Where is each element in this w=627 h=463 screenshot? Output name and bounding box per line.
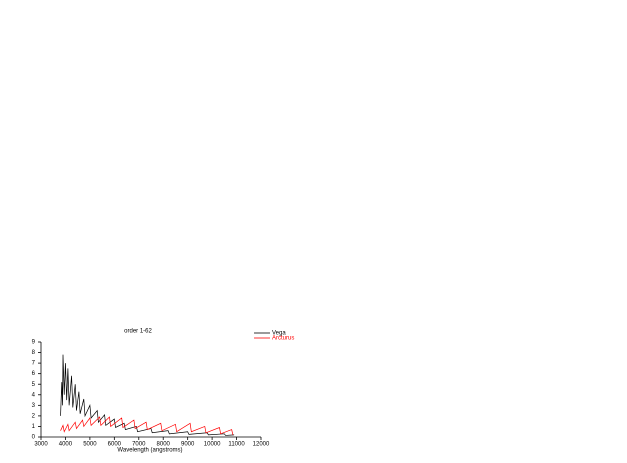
x-tick-label: 12000: [253, 442, 270, 448]
x-tick-label: 4000: [59, 442, 73, 448]
data-line: [60, 354, 235, 436]
y-tick-label: 4: [32, 392, 36, 398]
y-tick-label: 9: [32, 340, 36, 346]
x-tick-label: 5000: [83, 442, 97, 448]
y-tick-label: 6: [32, 371, 36, 377]
chart-title: order 1-62: [124, 329, 152, 335]
y-tick-label: 5: [32, 382, 36, 388]
legend-label: Arcturus: [272, 336, 294, 342]
legend-label: Vega: [272, 331, 286, 337]
x-tick-label: 8000: [157, 442, 171, 448]
y-tick-label: 2: [32, 413, 36, 419]
y-tick-label: 8: [32, 350, 36, 356]
x-tick-label: 7000: [132, 442, 146, 448]
y-tick-label: 0: [32, 435, 36, 441]
x-tick-label: 10000: [204, 442, 221, 448]
x-tick-label: 9000: [181, 442, 195, 448]
y-tick-label: 1: [32, 424, 36, 430]
x-tick-label: 3000: [34, 442, 48, 448]
y-tick-label: 7: [32, 361, 36, 367]
data-line: [60, 416, 234, 435]
x-axis-label: Wavelength (angstroms): [117, 448, 182, 454]
x-tick-label: 6000: [108, 442, 122, 448]
y-tick-label: 3: [32, 403, 36, 409]
x-tick-label: 11000: [228, 442, 245, 448]
